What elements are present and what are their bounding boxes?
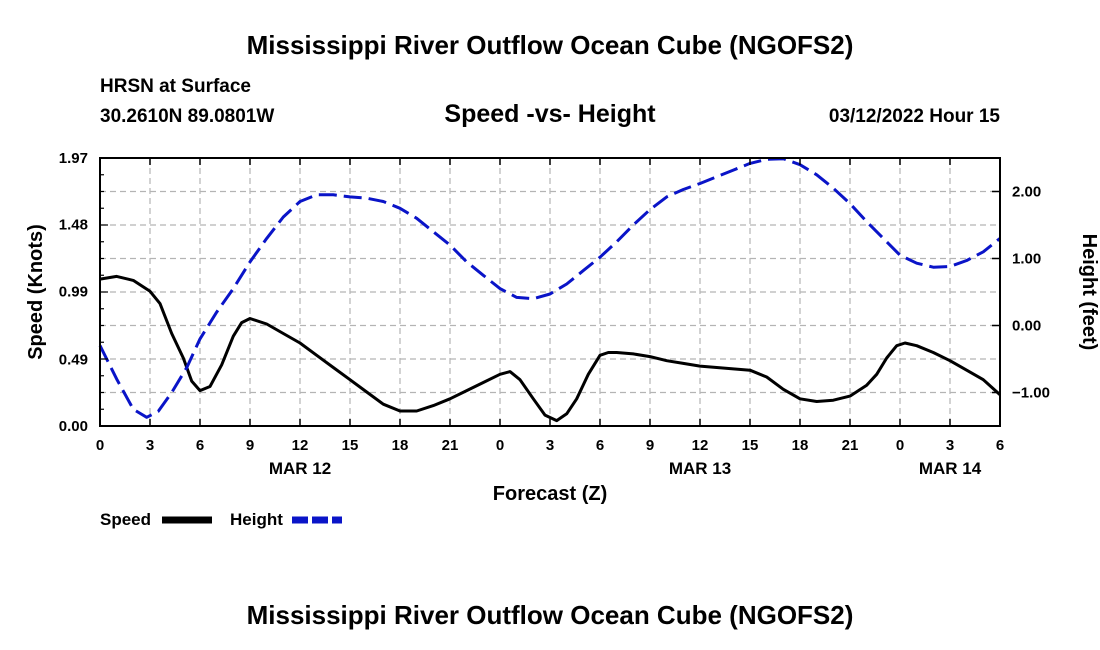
series-line-height xyxy=(98,157,1001,419)
x-tick-label: 18 xyxy=(792,437,809,454)
date-label: MAR 12 xyxy=(269,459,331,478)
y2-tick-label: 0.00 xyxy=(1012,318,1041,335)
x-tick-label: 15 xyxy=(342,437,359,454)
x-tick-label: 3 xyxy=(546,437,554,454)
x-tick-label: 18 xyxy=(392,437,409,454)
y-tick-label: 1.97 xyxy=(59,150,88,167)
chart-subtitle: Speed -vs- Height xyxy=(444,100,656,128)
axis-ticks: 0 3 6 9 12 15 18 21 0 3 6 9 12 15 18 21 0 3 6 0.00 0.49 0.99 1… xyxy=(59,150,1050,478)
chart-title: Mississippi River Outflow Ocean Cube (NG… xyxy=(246,30,854,60)
x-tick-label: 9 xyxy=(246,437,254,454)
station-label: HRSN at Surface xyxy=(100,76,251,97)
y2-tick-label: 1.00 xyxy=(1012,251,1041,268)
x-tick-label: 12 xyxy=(692,437,709,454)
x-tick-label: 3 xyxy=(946,437,954,454)
y-tick-label: 0.49 xyxy=(59,351,88,368)
legend-label-height: Height xyxy=(230,510,283,529)
y2-tick-label: 2.00 xyxy=(1012,184,1041,201)
x-tick-label: 0 xyxy=(496,437,504,454)
x-tick-label: 6 xyxy=(596,437,604,454)
y2-tick-label: −1.00 xyxy=(1012,385,1050,402)
x-tick-label: 0 xyxy=(896,437,904,454)
legend-label-speed: Speed xyxy=(100,510,151,529)
x-tick-label: 9 xyxy=(646,437,654,454)
series-lines xyxy=(98,157,1002,423)
station-coordinates: 30.2610N 89.0801W xyxy=(100,106,275,127)
x-tick-label: 6 xyxy=(996,437,1004,454)
x-tick-label: 21 xyxy=(842,437,859,454)
y-tick-label: 1.48 xyxy=(59,217,88,234)
x-axis-label: Forecast (Z) xyxy=(493,483,607,505)
legend: Speed Height xyxy=(100,510,342,529)
grid xyxy=(100,158,1000,426)
footer-title: Mississippi River Outflow Ocean Cube (NG… xyxy=(246,600,854,630)
x-tick-label: 6 xyxy=(196,437,204,454)
y2-axis-label: Height (feet) xyxy=(1078,234,1100,351)
forecast-datetime: 03/12/2022 Hour 15 xyxy=(828,106,1000,127)
x-tick-label: 0 xyxy=(96,437,104,454)
x-tick-label: 12 xyxy=(292,437,309,454)
x-tick-label: 3 xyxy=(146,437,154,454)
date-label: MAR 13 xyxy=(669,459,731,478)
y-tick-label: 0.99 xyxy=(59,283,88,300)
series-line-speed xyxy=(99,274,1002,423)
y-axis-label: Speed (Knots) xyxy=(25,224,47,360)
date-label: MAR 14 xyxy=(919,459,982,478)
x-tick-label: 15 xyxy=(742,437,759,454)
x-tick-label: 21 xyxy=(442,437,459,454)
y-tick-label: 0.00 xyxy=(59,418,88,435)
